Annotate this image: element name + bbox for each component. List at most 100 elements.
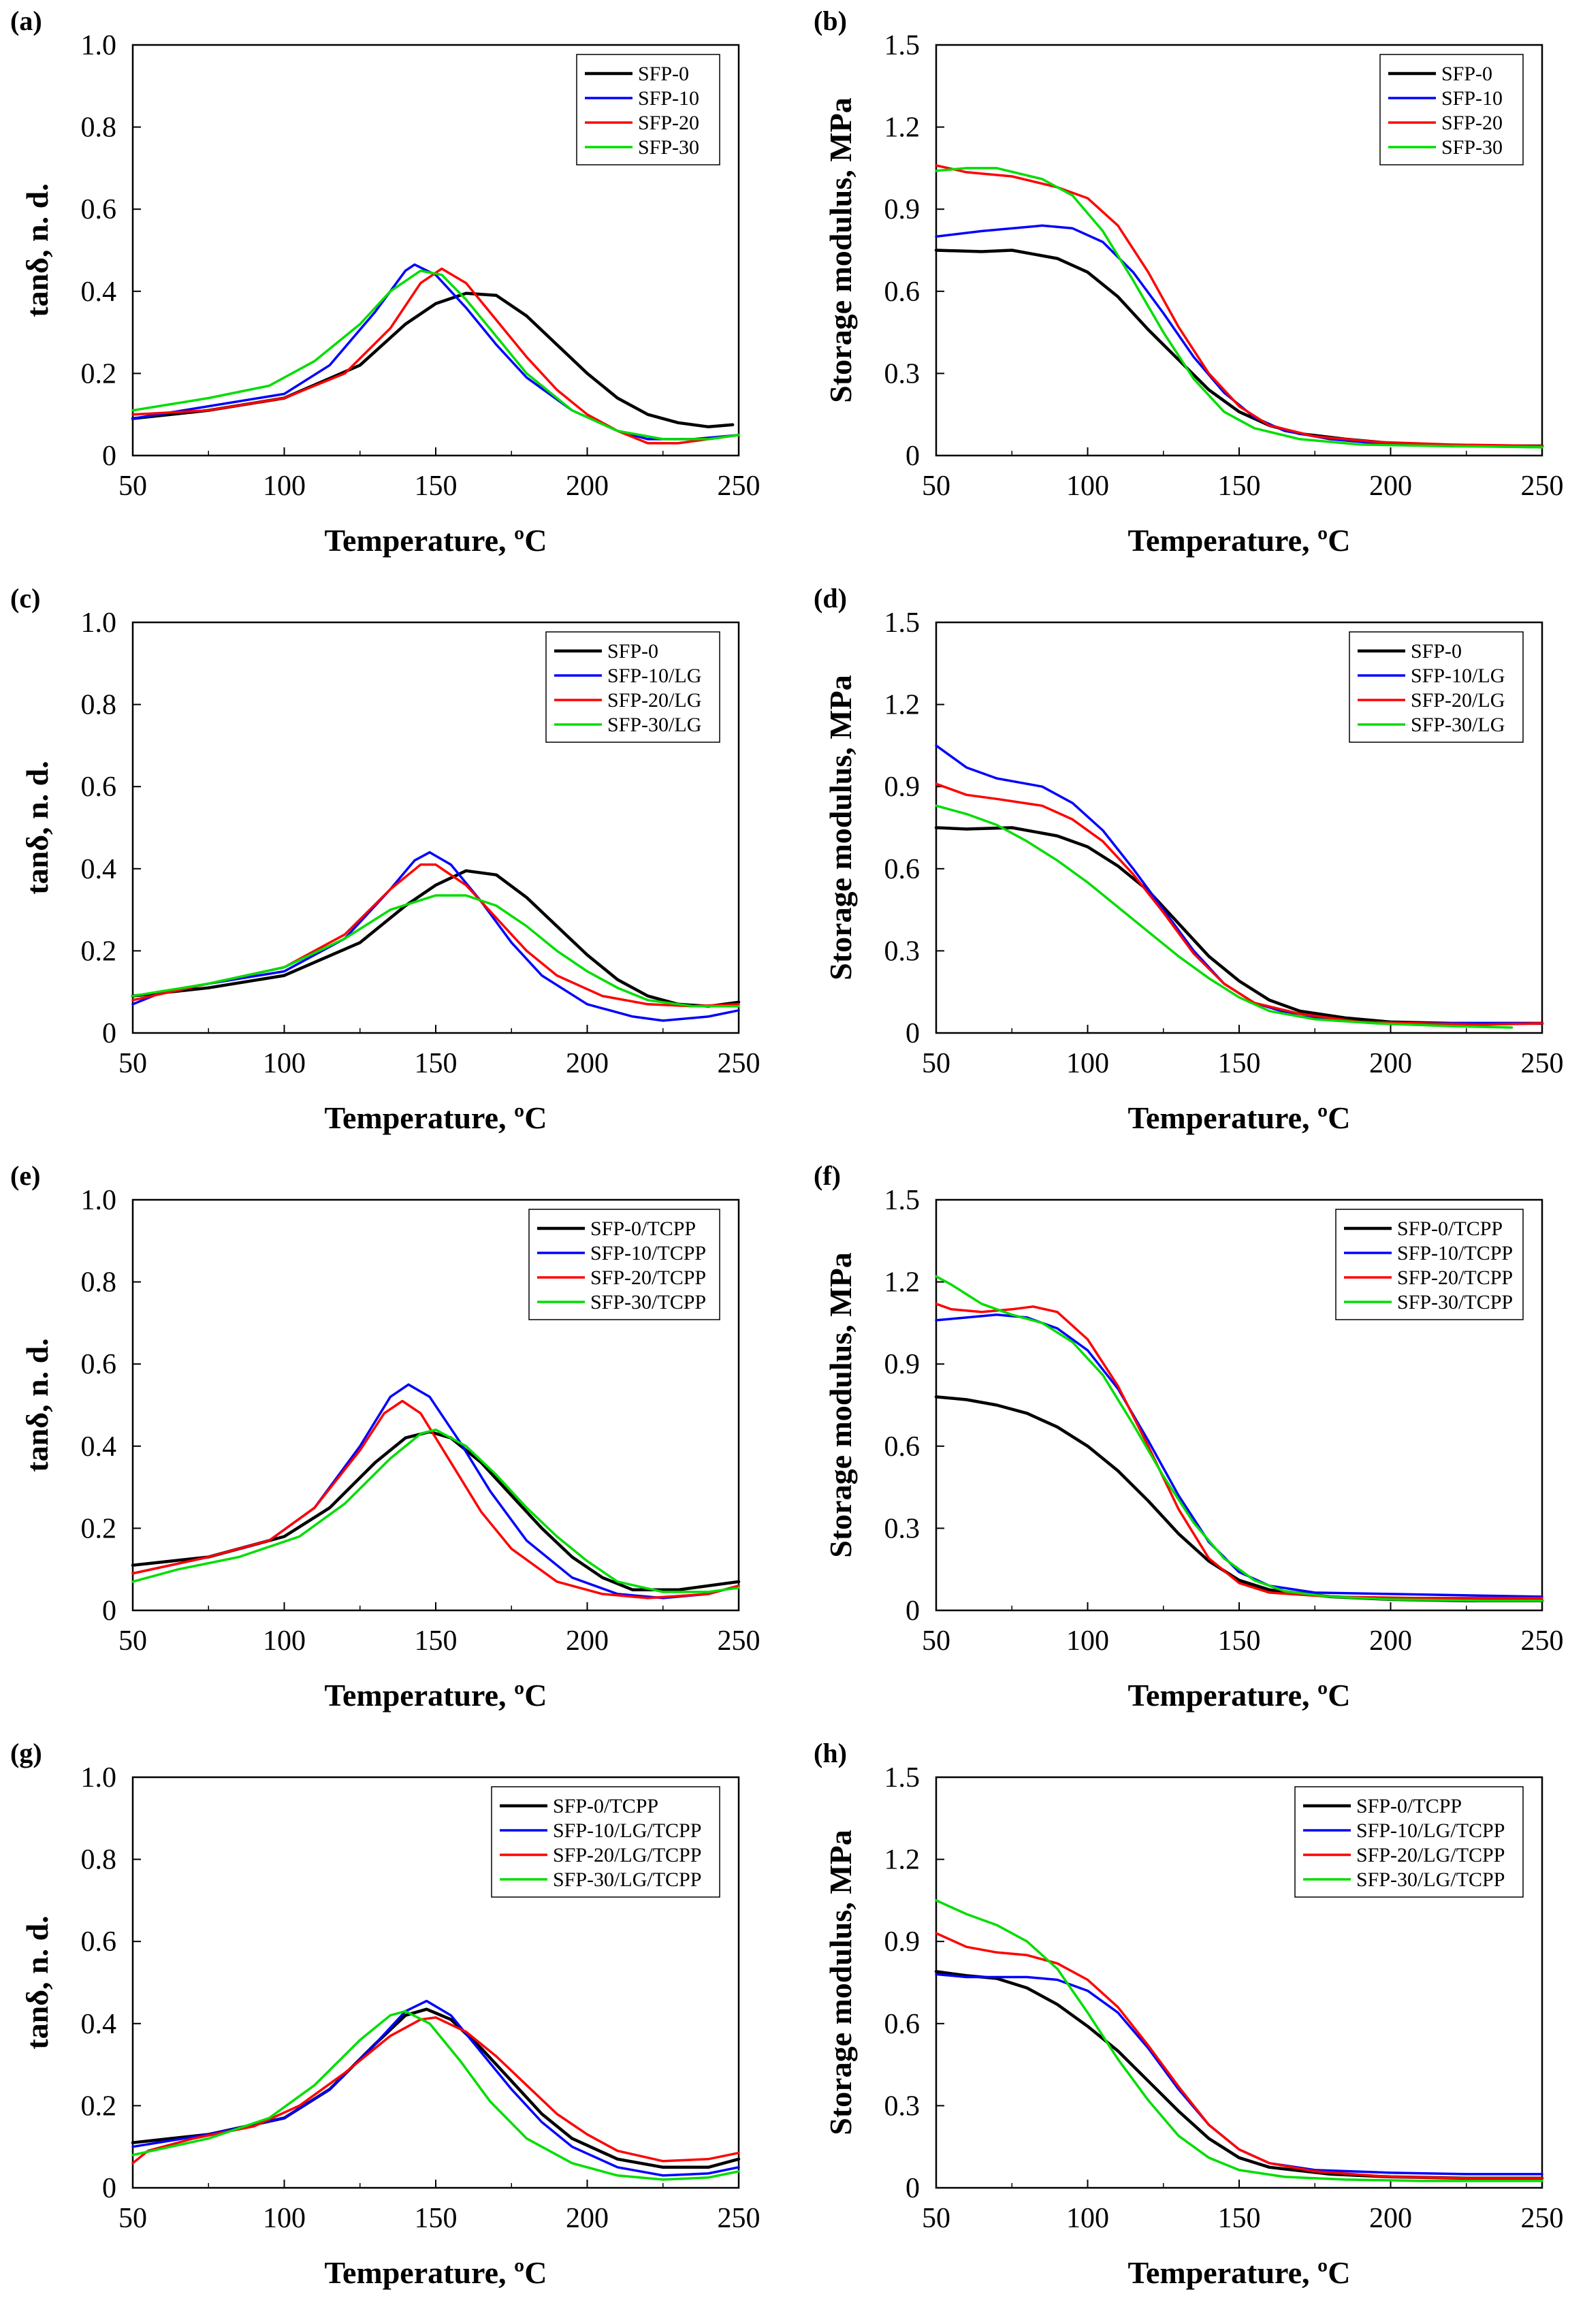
y-tick-label: 0 [102, 1018, 116, 1049]
legend-entry-label: SFP-20 [1441, 112, 1503, 134]
y-tick-label: 0.6 [81, 1926, 117, 1958]
x-tick-label: 50 [118, 2203, 147, 2234]
y-tick-label: 0.8 [81, 1845, 117, 1876]
y-tick-label: 1.0 [81, 1762, 117, 1794]
x-tick-label: 200 [1369, 1625, 1412, 1657]
legend-entry-label: SFP-0/TCPP [590, 1217, 696, 1240]
x-tick-label: 100 [1066, 471, 1109, 502]
series-line-sfp-30-tcpp [935, 1275, 1543, 1602]
legend-entry-label: SFP-0 [638, 63, 689, 85]
y-tick-label: 0.2 [81, 358, 117, 389]
x-axis-title: Temperature, ºC [325, 1100, 547, 1135]
x-tick-label: 200 [566, 2203, 609, 2234]
legend-entry-label: SFP-10/LG/TCPP [553, 1819, 701, 1842]
x-tick-label: 250 [718, 2203, 761, 2234]
y-tick-label: 0.4 [81, 2009, 117, 2040]
legend-entry-label: SFP-20 [638, 112, 699, 134]
y-tick-label: 0 [906, 441, 920, 472]
x-tick-label: 100 [263, 471, 306, 502]
x-tick-label: 150 [1218, 2203, 1261, 2234]
legend-entry-label: SFP-10/LG [1411, 665, 1505, 687]
series-line-sfp-30-lg [131, 894, 740, 1008]
chart-panel-h: (h) 50 100 150 200 250 0 0.3 0.6 0.9 1.2 1.5 Tempera… [814, 1738, 1564, 2290]
chart-panel-b: (b) 50 100 150 200 250 0 0.3 0.6 0.9 1.2 1.5 Tempera… [814, 5, 1564, 558]
x-tick-label: 150 [415, 2203, 458, 2234]
legend-entry-label: SFP-0/TCPP [553, 1795, 658, 1817]
x-tick-label: 200 [566, 1048, 609, 1079]
y-tick-label: 1.5 [884, 1762, 920, 1794]
x-tick-label: 100 [263, 1625, 306, 1657]
y-tick-label: 0.3 [884, 358, 920, 389]
series-line-sfp-20-lg [935, 782, 1543, 1026]
x-axis-title: Temperature, ºC [1128, 523, 1351, 558]
series-line-sfp-20-tcpp [131, 1399, 740, 1599]
series-line-sfp-30 [935, 167, 1543, 449]
y-tick-label: 0 [102, 1595, 116, 1627]
series-line-sfp-10-tcpp [131, 1383, 740, 1599]
y-tick-label: 1.5 [884, 1185, 920, 1216]
y-tick-label: 0.6 [81, 194, 117, 225]
x-tick-label: 250 [718, 1048, 761, 1079]
y-tick-label: 0.6 [81, 771, 117, 803]
y-axis-title: tanδ, n. d. [20, 1915, 54, 2049]
y-tick-label: 0.3 [884, 936, 920, 967]
y-tick-label: 1.5 [884, 30, 920, 61]
x-tick-label: 50 [118, 1048, 147, 1079]
y-tick-label: 0.4 [81, 276, 117, 308]
y-tick-label: 0 [906, 1595, 920, 1627]
y-tick-label: 0 [102, 2173, 116, 2204]
y-tick-label: 0.6 [81, 1349, 117, 1380]
y-tick-label: 0.6 [884, 2009, 920, 2040]
y-tick-label: 1.0 [81, 607, 117, 639]
legend-entry-label: SFP-0 [1411, 640, 1462, 663]
y-tick-label: 0.3 [884, 1513, 920, 1544]
x-tick-label: 100 [263, 1048, 306, 1079]
x-axis-title: Temperature, ºC [325, 1678, 547, 1713]
y-tick-label: 0.6 [884, 276, 920, 308]
y-tick-label: 1.0 [81, 1185, 117, 1216]
legend-entry-label: SFP-0 [1441, 63, 1492, 85]
panel-label: (f) [814, 1160, 841, 1191]
x-tick-label: 150 [415, 471, 458, 502]
x-tick-label: 100 [1066, 1625, 1109, 1657]
x-tick-label: 50 [922, 2203, 950, 2234]
x-tick-label: 50 [118, 1625, 147, 1657]
series-line-sfp-10 [131, 263, 740, 441]
y-axis-title: Storage modulus, MPa [823, 675, 858, 981]
chart-panel-d: (d) 50 100 150 200 250 0 0.3 0.6 0.9 1.2 1.5 Tempera… [814, 583, 1564, 1135]
panel-label: (g) [10, 1738, 42, 1768]
series-line-sfp-20 [131, 267, 740, 445]
panel-label: (b) [814, 5, 847, 36]
legend: SFP-0/TCPPSFP-10/LG/TCPPSFP-20/LG/TCPPSF… [1294, 1786, 1524, 1898]
series-line-sfp-30-lg [935, 804, 1514, 1029]
panel-label: (d) [814, 583, 847, 614]
series-line-sfp-30-lg-tcpp [131, 2009, 740, 2181]
x-tick-label: 100 [1066, 2203, 1109, 2234]
series-line-sfp-20-tcpp [935, 1303, 1543, 1599]
y-tick-label: 0.3 [884, 2090, 920, 2122]
y-axis-title: tanδ, n. d. [20, 761, 54, 894]
legend-entry-label: SFP-30/LG [607, 714, 701, 736]
panel-label: (e) [10, 1160, 40, 1191]
series-line-sfp-20 [935, 164, 1543, 447]
legend-entry-label: SFP-20/TCPP [590, 1267, 706, 1289]
legend-entry-label: SFP-30/LG [1411, 714, 1505, 736]
x-tick-label: 150 [415, 1625, 458, 1657]
legend-entry-label: SFP-30 [1441, 136, 1503, 159]
series-line-sfp-30-lg-tcpp [935, 1899, 1543, 2182]
x-tick-label: 50 [922, 471, 950, 502]
x-axis-title: Temperature, ºC [1128, 2255, 1351, 2290]
series-line-sfp-0 [934, 249, 1544, 448]
series-line-sfp-0-tcpp [934, 1970, 1544, 2180]
series-line-sfp-30 [131, 269, 740, 441]
legend-entry-label: SFP-10/LG/TCPP [1356, 1819, 1505, 1842]
series-line-sfp-10-lg [131, 850, 740, 1022]
series-line-sfp-20-lg-tcpp [935, 1932, 1543, 2180]
y-axis-title: tanδ, n. d. [20, 1338, 54, 1471]
panel-label: (h) [814, 1738, 847, 1768]
